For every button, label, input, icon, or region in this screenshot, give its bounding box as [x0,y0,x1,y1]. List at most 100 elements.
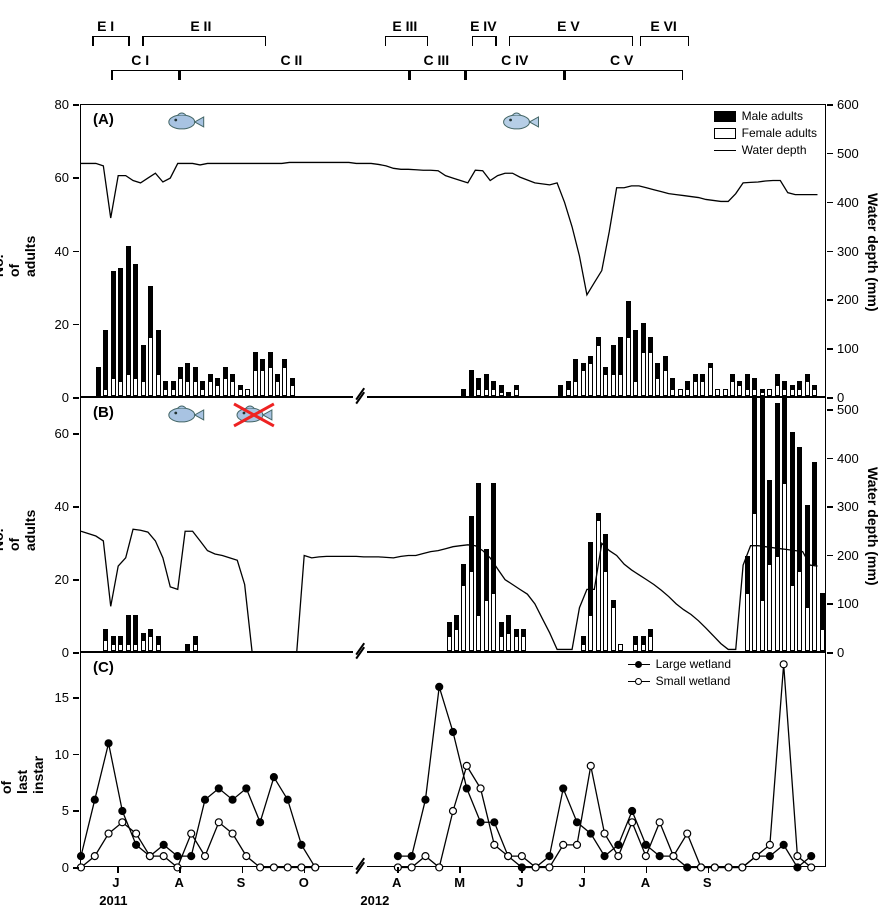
legend-swatch [628,681,650,682]
data-point [684,830,691,837]
data-point [243,853,250,860]
epoch-bar [385,36,429,44]
data-point [174,853,181,860]
epoch-bar [640,36,690,44]
xtick [646,867,648,873]
y2tick [827,348,833,350]
data-point [133,830,140,837]
y2tick-label: 100 [837,341,859,356]
data-point [160,853,167,860]
data-point [284,796,291,803]
data-point [656,819,663,826]
data-point [560,841,567,848]
legend-text: Large wetland [656,657,731,671]
data-point [146,853,153,860]
data-point [615,841,622,848]
water-line [81,162,817,294]
data-point [119,808,126,815]
cohort-label: C III [423,52,449,68]
cohort-label: C IV [501,52,528,68]
data-point [394,853,401,860]
cohort-label: C II [280,52,302,68]
figure: E IE IIE IIIE IVE VE VI C IC IIC IIIC IV… [0,0,893,909]
data-point [215,819,222,826]
data-point [601,853,608,860]
legend-text: Small wetland [656,674,731,688]
data-point [573,819,580,826]
data-point [656,853,663,860]
data-point [436,683,443,690]
y2tick-label: 100 [837,596,859,611]
data-point [105,830,112,837]
data-point [629,819,636,826]
data-point [284,864,291,871]
legend-text: Female adults [742,126,817,140]
panel-a: (A) Male adultsFemale adultsWater depth … [80,104,826,397]
y2tick-label: 600 [837,97,859,112]
data-point [808,864,815,871]
epoch-label: E III [392,18,417,34]
y2tick-label: 400 [837,195,859,210]
legend-item: Large wetland [628,657,731,671]
year-label: 2012 [360,893,389,908]
ytick [73,506,79,508]
data-point [78,853,85,860]
month-label: M [454,875,465,890]
y2tick-label: 300 [837,244,859,259]
data-point [463,762,470,769]
ytick-label: 40 [55,499,69,514]
data-point [684,864,691,871]
y2tick-label: 500 [837,146,859,161]
data-point [229,830,236,837]
data-point [312,864,319,871]
data-point [642,841,649,848]
y2tick [827,458,833,460]
month-label: A [392,875,401,890]
data-point [505,853,512,860]
legend-swatch [714,150,736,151]
legend-text: Male adults [742,109,803,123]
data-point [629,808,636,815]
data-point [243,785,250,792]
ytick [73,652,79,654]
ytick [73,177,79,179]
data-point [546,853,553,860]
panel-a-y2label: Water depth (mm) [865,193,881,313]
y2tick [827,153,833,155]
data-point [794,853,801,860]
data-point [601,830,608,837]
ytick-label: 0 [62,860,69,875]
data-point [766,853,773,860]
ytick-label: 0 [62,390,69,405]
data-point [477,785,484,792]
xtick [242,867,244,873]
data-point [739,864,746,871]
data-point [188,853,195,860]
y2tick [827,202,833,204]
data-point [573,841,580,848]
data-point [642,853,649,860]
y2tick [827,251,833,253]
y2tick-label: 0 [837,645,844,660]
legend-item: Small wetland [628,674,731,688]
ytick-label: 20 [55,572,69,587]
data-point [491,841,498,848]
panel-b-overlay [81,398,825,652]
epoch-bar [142,36,266,44]
data-point [697,864,704,871]
y2tick-label: 400 [837,451,859,466]
y2tick [827,409,833,411]
month-label: S [237,875,246,890]
y2tick-label: 200 [837,548,859,563]
data-point [422,853,429,860]
year-label: 2011 [99,893,127,908]
legend-item: Female adults [714,126,817,140]
data-point [422,796,429,803]
cohort-bar [179,70,409,78]
month-label: O [299,875,309,890]
legend-swatch [714,111,736,122]
epoch-label: E IV [470,18,496,34]
xtick [459,867,461,873]
month-label: J [516,875,523,890]
data-point [298,841,305,848]
